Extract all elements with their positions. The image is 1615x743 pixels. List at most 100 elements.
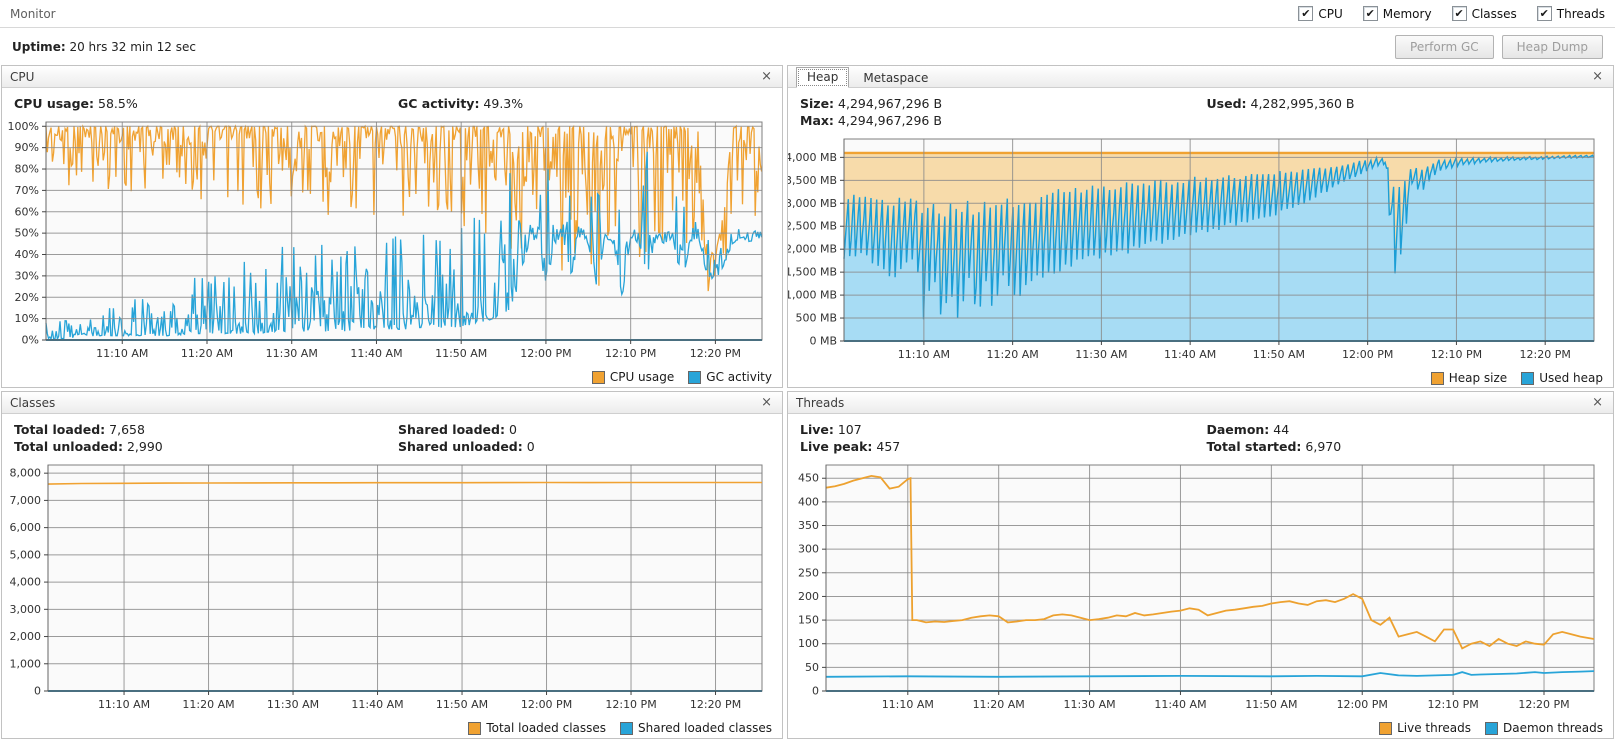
svg-text:1,000 MB: 1,000 MB	[788, 289, 837, 302]
svg-text:70%: 70%	[15, 184, 39, 197]
checkbox-icon[interactable]: ✔	[1298, 6, 1314, 21]
stat-item: Live peak: 457	[800, 439, 901, 454]
toolbar: Uptime: 20 hrs 32 min 12 sec Perform GC …	[0, 28, 1615, 65]
svg-text:12:10 PM: 12:10 PM	[1427, 698, 1478, 711]
memory-panel-header: Heap Metaspace ×	[788, 66, 1613, 88]
svg-text:11:40 AM: 11:40 AM	[351, 698, 403, 711]
svg-text:80%: 80%	[15, 163, 39, 176]
svg-text:12:00 PM: 12:00 PM	[1337, 698, 1388, 711]
svg-text:250: 250	[798, 566, 819, 579]
svg-text:0: 0	[34, 685, 41, 698]
heap-chart: 0 MB 500 MB 1,000 MB 1,500 MB 2,000 MB 2,500 …	[788, 131, 1613, 368]
heap-dump-button[interactable]: Heap Dump	[1501, 34, 1603, 59]
svg-text:150: 150	[798, 614, 819, 627]
checkbox-icon[interactable]: ✔	[1451, 6, 1467, 21]
svg-text:4,000: 4,000	[10, 576, 42, 589]
svg-text:3,500 MB: 3,500 MB	[788, 174, 837, 187]
svg-text:0 MB: 0 MB	[809, 335, 837, 348]
svg-text:12:00 PM: 12:00 PM	[521, 698, 572, 711]
uptime-value: 20 hrs 32 min 12 sec	[69, 39, 196, 54]
threads-chart: 0 50 100 150 200 250 300 350 400 450 11:10 AM 11:20…	[788, 457, 1613, 718]
heap-chart-svg: 0 MB 500 MB 1,000 MB 1,500 MB 2,000 MB 2,500 …	[788, 138, 1595, 361]
svg-text:11:50 AM: 11:50 AM	[1245, 698, 1297, 711]
svg-text:3,000: 3,000	[10, 603, 42, 616]
classes-panel: Classes × Total loaded: 7,658 Total unloa…	[1, 391, 783, 739]
svg-text:11:30 AM: 11:30 AM	[1063, 698, 1115, 711]
svg-text:12:00 PM: 12:00 PM	[520, 347, 571, 360]
svg-text:50: 50	[805, 661, 819, 674]
cpu-legend: CPU usage GC activity	[2, 367, 782, 387]
legend-swatch-icon	[591, 370, 605, 384]
cpu-stats: CPU usage: 58.5% GC activity: 49.3%	[2, 88, 782, 114]
svg-text:11:20 AM: 11:20 AM	[987, 348, 1039, 361]
svg-text:1,500 MB: 1,500 MB	[788, 266, 837, 279]
svg-text:11:40 AM: 11:40 AM	[350, 347, 402, 360]
svg-text:100%: 100%	[8, 120, 39, 133]
tab-metaspace[interactable]: Metaspace	[863, 71, 929, 85]
checkbox-label: Memory	[1382, 6, 1432, 21]
svg-text:11:10 AM: 11:10 AM	[882, 698, 934, 711]
svg-text:11:50 AM: 11:50 AM	[1253, 348, 1305, 361]
monitor-tab-label[interactable]: Monitor	[10, 6, 56, 21]
cpu-chart-svg: 0% 10% 20% 30% 40% 50% 60% 70% 80% 90% 100% 11:10 A…	[8, 120, 763, 360]
memory-panel: Heap Metaspace × Size: 4,294,967,296 B Max…	[787, 65, 1614, 388]
svg-text:11:20 AM: 11:20 AM	[182, 698, 234, 711]
checkbox-cpu[interactable]: ✔ CPU	[1298, 6, 1343, 21]
checkbox-threads[interactable]: ✔ Threads	[1536, 6, 1605, 21]
legend-item: CPU usage	[591, 370, 674, 384]
stat-item: Shared loaded: 0	[398, 422, 517, 437]
legend-swatch-icon	[1484, 721, 1498, 735]
classes-chart-svg: 0 1,000 2,000 3,000 4,000 5,000 6,000 7,000 8,00…	[10, 464, 763, 711]
svg-text:8,000: 8,000	[10, 467, 42, 480]
stat-item: CPU usage: 58.5%	[14, 96, 138, 111]
close-icon[interactable]: ×	[761, 395, 772, 410]
svg-text:11:20 AM: 11:20 AM	[181, 347, 233, 360]
monitor-header-bar: Monitor ✔ CPU ✔ Memory ✔ Classes ✔ Threads	[0, 0, 1615, 28]
stat-item: Size: 4,294,967,296 B	[800, 96, 943, 111]
perform-gc-button[interactable]: Perform GC	[1395, 34, 1494, 59]
legend-item: Total loaded classes	[468, 721, 606, 735]
close-icon[interactable]: ×	[1592, 69, 1603, 84]
stat-item: GC activity: 49.3%	[398, 96, 524, 111]
svg-text:0%: 0%	[22, 334, 39, 347]
svg-text:12:10 PM: 12:10 PM	[605, 698, 656, 711]
svg-text:1,000: 1,000	[10, 657, 42, 670]
legend-swatch-icon	[1379, 721, 1393, 735]
svg-text:11:10 AM: 11:10 AM	[898, 348, 950, 361]
checkbox-group: ✔ CPU ✔ Memory ✔ Classes ✔ Threads	[1298, 6, 1605, 21]
svg-text:4,000 MB: 4,000 MB	[788, 151, 837, 164]
checkbox-classes[interactable]: ✔ Classes	[1451, 6, 1517, 21]
legend-item: GC activity	[688, 370, 772, 384]
memory-stats: Size: 4,294,967,296 B Max: 4,294,967,296 …	[788, 88, 1613, 131]
close-icon[interactable]: ×	[1592, 395, 1603, 410]
svg-text:450: 450	[798, 472, 819, 485]
checkbox-label: CPU	[1318, 6, 1343, 21]
tab-heap[interactable]: Heap	[796, 67, 850, 88]
checkbox-icon[interactable]: ✔	[1362, 6, 1378, 21]
checkbox-memory[interactable]: ✔ Memory	[1362, 6, 1432, 21]
svg-text:11:50 AM: 11:50 AM	[436, 698, 488, 711]
svg-text:400: 400	[798, 495, 819, 508]
checkbox-icon[interactable]: ✔	[1536, 6, 1552, 21]
svg-text:12:00 PM: 12:00 PM	[1342, 348, 1393, 361]
close-icon[interactable]: ×	[761, 69, 772, 84]
svg-text:200: 200	[798, 590, 819, 603]
classes-stats: Total loaded: 7,658 Total unloaded: 2,990…	[2, 414, 782, 457]
legend-item: Daemon threads	[1484, 721, 1603, 735]
legend-swatch-icon	[688, 370, 702, 384]
svg-text:300: 300	[798, 543, 819, 556]
svg-text:11:10 AM: 11:10 AM	[96, 347, 148, 360]
stat-item: Max: 4,294,967,296 B	[800, 113, 942, 128]
svg-text:50%: 50%	[15, 227, 39, 240]
svg-text:12:10 PM: 12:10 PM	[605, 347, 656, 360]
legend-item: Heap size	[1430, 371, 1507, 385]
uptime: Uptime: 20 hrs 32 min 12 sec	[12, 40, 196, 54]
svg-text:2,000: 2,000	[10, 630, 42, 643]
svg-text:12:20 PM: 12:20 PM	[1520, 348, 1571, 361]
svg-text:12:20 PM: 12:20 PM	[690, 698, 741, 711]
stat-item: Shared unloaded: 0	[398, 439, 535, 454]
cpu-panel: CPU × CPU usage: 58.5% GC activity: 49.3…	[1, 65, 783, 388]
svg-text:10%: 10%	[15, 312, 39, 325]
svg-text:5,000: 5,000	[10, 548, 42, 561]
cpu-panel-title: CPU	[10, 69, 35, 84]
